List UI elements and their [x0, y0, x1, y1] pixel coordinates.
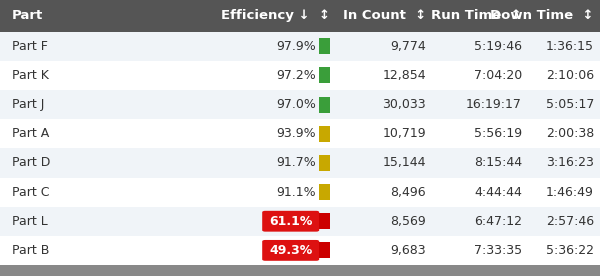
Text: 97.2%: 97.2% [277, 69, 316, 82]
Text: 8:15:44: 8:15:44 [474, 156, 522, 169]
Text: 7:04:20: 7:04:20 [474, 69, 522, 82]
Text: 6:47:12: 6:47:12 [474, 215, 522, 228]
Text: Part B: Part B [12, 244, 49, 257]
Text: 5:56:19: 5:56:19 [474, 127, 522, 140]
Text: Part C: Part C [12, 185, 49, 198]
Text: 8,496: 8,496 [391, 185, 426, 198]
FancyBboxPatch shape [319, 97, 330, 113]
FancyBboxPatch shape [319, 213, 330, 229]
Text: 12,854: 12,854 [382, 69, 426, 82]
Text: 3:16:23: 3:16:23 [546, 156, 594, 169]
FancyBboxPatch shape [0, 0, 600, 32]
Text: 49.3%: 49.3% [269, 244, 313, 257]
Text: Part F: Part F [12, 40, 48, 53]
Text: Down Time  ↕: Down Time ↕ [491, 9, 594, 22]
FancyBboxPatch shape [0, 236, 600, 265]
Text: 1:36:15: 1:36:15 [546, 40, 594, 53]
FancyBboxPatch shape [319, 126, 330, 142]
FancyBboxPatch shape [0, 119, 600, 148]
Text: 2:00:38: 2:00:38 [546, 127, 594, 140]
Text: 5:19:46: 5:19:46 [474, 40, 522, 53]
FancyBboxPatch shape [319, 242, 330, 258]
Text: 10,719: 10,719 [382, 127, 426, 140]
FancyBboxPatch shape [262, 240, 319, 261]
Text: 2:57:46: 2:57:46 [546, 215, 594, 228]
FancyBboxPatch shape [0, 265, 600, 276]
Text: 8,569: 8,569 [390, 215, 426, 228]
FancyBboxPatch shape [262, 211, 319, 232]
FancyBboxPatch shape [319, 155, 330, 171]
FancyBboxPatch shape [0, 90, 600, 119]
Text: 61.1%: 61.1% [269, 215, 313, 228]
Text: 9,774: 9,774 [390, 40, 426, 53]
Text: Efficiency ↓  ↕: Efficiency ↓ ↕ [221, 9, 330, 22]
Text: 15,144: 15,144 [383, 156, 426, 169]
FancyBboxPatch shape [0, 61, 600, 90]
Text: Part A: Part A [12, 127, 49, 140]
Text: 30,033: 30,033 [382, 98, 426, 111]
FancyBboxPatch shape [0, 207, 600, 236]
FancyBboxPatch shape [0, 148, 600, 177]
FancyBboxPatch shape [319, 184, 330, 200]
FancyBboxPatch shape [319, 38, 330, 54]
Text: Part D: Part D [12, 156, 50, 169]
Text: 4:44:44: 4:44:44 [474, 185, 522, 198]
FancyBboxPatch shape [0, 32, 600, 61]
Text: 91.1%: 91.1% [277, 185, 316, 198]
FancyBboxPatch shape [0, 177, 600, 207]
Text: 93.9%: 93.9% [277, 127, 316, 140]
Text: 91.7%: 91.7% [277, 156, 316, 169]
Text: 5:36:22: 5:36:22 [546, 244, 594, 257]
Text: Run Time  ↕: Run Time ↕ [431, 9, 522, 22]
Text: 2:10:06: 2:10:06 [546, 69, 594, 82]
Text: 16:19:17: 16:19:17 [466, 98, 522, 111]
Text: Part K: Part K [12, 69, 49, 82]
Text: 1:46:49: 1:46:49 [546, 185, 594, 198]
Text: In Count  ↕: In Count ↕ [343, 9, 426, 22]
Text: Part: Part [12, 9, 43, 22]
Text: 7:33:35: 7:33:35 [474, 244, 522, 257]
Text: 97.0%: 97.0% [277, 98, 316, 111]
Text: 5:05:17: 5:05:17 [545, 98, 594, 111]
Text: Part L: Part L [12, 215, 48, 228]
Text: Part J: Part J [12, 98, 44, 111]
Text: 9,683: 9,683 [391, 244, 426, 257]
FancyBboxPatch shape [319, 67, 330, 83]
Text: 97.9%: 97.9% [277, 40, 316, 53]
